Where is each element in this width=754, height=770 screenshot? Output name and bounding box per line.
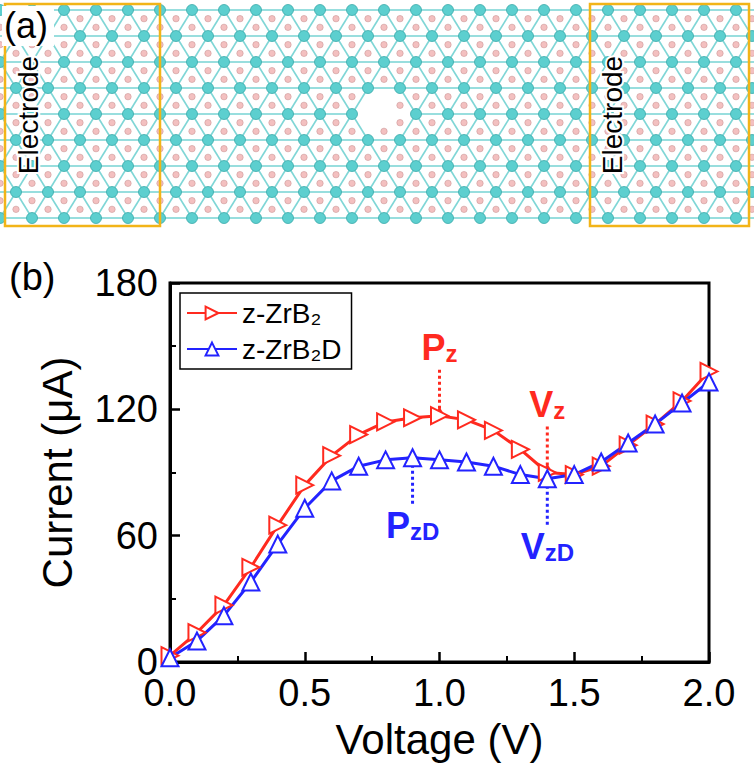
svg-text:zD: zD bbox=[545, 539, 574, 566]
svg-text:2.0: 2.0 bbox=[683, 672, 736, 714]
svg-text:0: 0 bbox=[136, 641, 158, 683]
svg-text:60: 60 bbox=[116, 515, 158, 557]
svg-text:z-ZrB₂: z-ZrB₂ bbox=[242, 298, 321, 329]
svg-text:Electrode: Electrode bbox=[597, 56, 628, 174]
svg-text:120: 120 bbox=[95, 388, 158, 430]
svg-text:V: V bbox=[521, 526, 545, 567]
svg-text:V: V bbox=[529, 384, 553, 425]
svg-text:z-ZrB₂D: z-ZrB₂D bbox=[242, 334, 342, 365]
svg-text:Voltage (V): Voltage (V) bbox=[336, 716, 544, 763]
svg-text:z: z bbox=[553, 397, 565, 424]
svg-text:180: 180 bbox=[95, 262, 158, 304]
svg-text:1.0: 1.0 bbox=[413, 672, 466, 714]
svg-text:0.5: 0.5 bbox=[278, 672, 331, 714]
svg-text:P: P bbox=[421, 327, 445, 368]
svg-text:(b): (b) bbox=[9, 256, 55, 298]
svg-text:(a): (a) bbox=[4, 5, 48, 46]
svg-text:zD: zD bbox=[410, 518, 439, 545]
svg-text:0.0: 0.0 bbox=[144, 672, 197, 714]
svg-text:P: P bbox=[386, 505, 410, 546]
svg-text:Electrode: Electrode bbox=[13, 56, 44, 174]
svg-text:1.5: 1.5 bbox=[548, 672, 601, 714]
svg-text:Current (μA): Current (μA) bbox=[34, 357, 81, 589]
svg-text:z: z bbox=[446, 340, 458, 367]
